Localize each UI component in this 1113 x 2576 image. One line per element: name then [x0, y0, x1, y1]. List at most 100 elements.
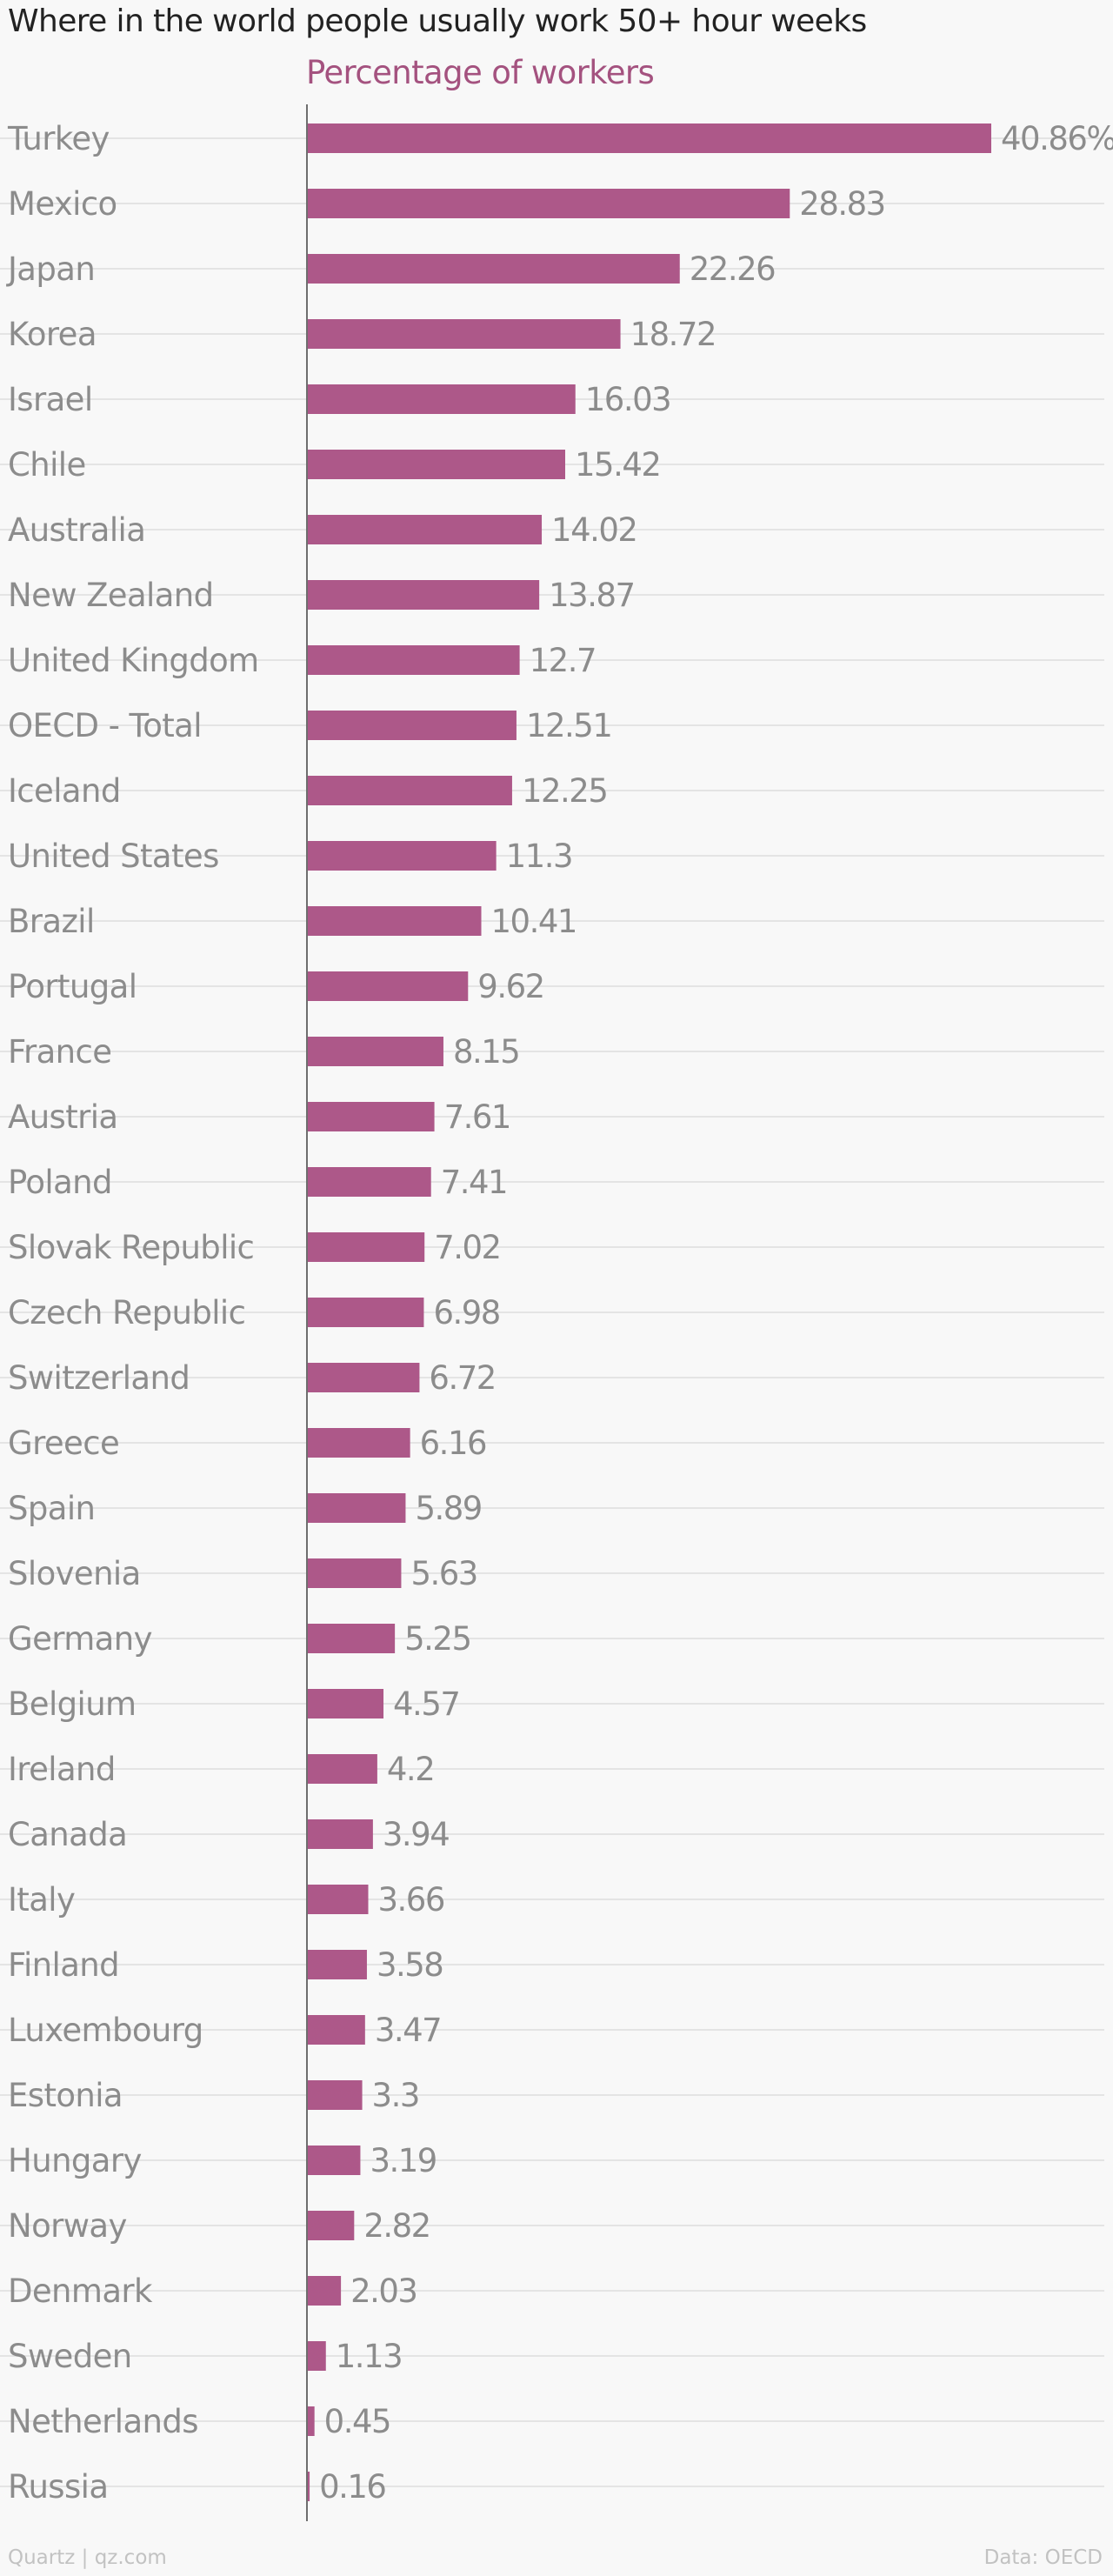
value-label: 11.3	[506, 838, 572, 875]
bar	[307, 580, 540, 610]
bars	[307, 123, 991, 2501]
value-label: 12.51	[526, 707, 611, 744]
value-label: 7.02	[434, 1229, 500, 1266]
value-label: 5.25	[404, 1620, 470, 1658]
category-label: France	[8, 1033, 111, 1071]
value-label: 7.41	[441, 1164, 507, 1201]
value-label: 18.72	[630, 316, 716, 353]
value-label: 12.7	[530, 642, 596, 679]
bar	[307, 711, 517, 740]
category-label: Iceland	[8, 772, 121, 810]
category-label: Norway	[8, 2207, 127, 2245]
bar	[307, 841, 497, 871]
bar	[307, 2341, 326, 2371]
bar	[307, 971, 469, 1001]
value-label: 10.41	[491, 903, 576, 940]
category-label: Sweden	[8, 2338, 132, 2375]
value-label: 0.16	[319, 2468, 385, 2506]
bar	[307, 1167, 431, 1197]
category-label: Belgium	[8, 1685, 137, 1723]
value-label: 6.72	[429, 1359, 495, 1397]
value-label: 1.13	[336, 2338, 402, 2375]
value-label: 4.57	[393, 1685, 459, 1723]
value-label: 15.42	[575, 446, 660, 484]
value-label: 14.02	[551, 511, 636, 549]
category-label: United States	[8, 838, 219, 875]
category-label: Hungary	[8, 2142, 142, 2179]
bar	[307, 2146, 361, 2175]
category-label: Russia	[8, 2468, 108, 2506]
bar	[307, 2211, 355, 2240]
category-label: Estonia	[8, 2077, 123, 2114]
category-label: Poland	[8, 1164, 112, 1201]
category-label: Korea	[8, 316, 97, 353]
value-labels: 40.86% 28.83 22.26 18.72 16.03 15.42 14.02 13.8…	[319, 120, 1113, 2506]
category-label: Japan	[6, 250, 95, 288]
value-label: 3.47	[375, 2012, 441, 2049]
bar	[307, 2472, 310, 2501]
bar	[307, 1754, 377, 1784]
value-label: 3.19	[370, 2142, 436, 2179]
bar	[307, 384, 576, 414]
bar	[307, 189, 790, 218]
value-label: 3.94	[383, 1816, 449, 1853]
bar	[307, 1885, 369, 1914]
bar	[307, 123, 991, 153]
category-label: Portugal	[8, 968, 137, 1005]
bar	[307, 515, 543, 544]
bar	[307, 1624, 396, 1653]
category-label: Turkey	[7, 120, 110, 157]
value-label: 5.63	[410, 1555, 477, 1592]
bar	[307, 1819, 373, 1849]
bar	[307, 776, 512, 805]
category-label: Denmark	[8, 2272, 153, 2310]
value-label: 4.2	[387, 1751, 434, 1788]
bar	[307, 1428, 410, 1458]
footer-source-left: Quartz | qz.com	[8, 2546, 167, 2569]
value-label: 6.16	[420, 1425, 486, 1462]
bar	[307, 2080, 363, 2110]
category-label: Netherlands	[8, 2403, 198, 2440]
bar	[307, 254, 680, 284]
category-label: OECD - Total	[8, 707, 202, 744]
bar	[307, 1037, 443, 1066]
category-label: New Zealand	[8, 577, 214, 614]
value-label: 8.15	[453, 1033, 519, 1071]
bar	[307, 319, 621, 349]
category-label: Italy	[8, 1881, 75, 1919]
category-label: Switzerland	[8, 1359, 190, 1397]
category-label: Brazil	[8, 903, 95, 940]
bar	[307, 2406, 315, 2436]
category-label: Israel	[8, 381, 93, 418]
value-label: 3.3	[372, 2077, 419, 2114]
gridlines	[0, 137, 1104, 2487]
value-label: 28.83	[799, 185, 884, 223]
category-label: Australia	[8, 511, 145, 549]
chart-title: Where in the world people usually work 5…	[8, 3, 867, 39]
category-label: Austria	[8, 1098, 118, 1136]
category-label: Canada	[8, 1816, 127, 1853]
category-labels: Turkey Mexico Japan Korea Israel Chile Austral…	[6, 120, 259, 2506]
bar	[307, 1298, 424, 1327]
category-label: Spain	[8, 1490, 95, 1527]
category-label: Luxembourg	[8, 2012, 203, 2049]
value-label: 16.03	[585, 381, 670, 418]
bar	[307, 1493, 406, 1523]
value-label: 13.87	[549, 577, 634, 614]
value-label: 6.98	[433, 1294, 499, 1331]
category-label: Germany	[8, 1620, 152, 1658]
category-label: Finland	[8, 1946, 119, 1984]
value-label: 7.61	[444, 1098, 510, 1136]
bar	[307, 906, 482, 936]
chart-subtitle: Percentage of workers	[306, 54, 655, 91]
category-label: Czech Republic	[8, 1294, 245, 1331]
value-label: 5.89	[415, 1490, 481, 1527]
bar	[307, 1558, 402, 1588]
category-label: Slovenia	[8, 1555, 141, 1592]
value-label: 0.45	[324, 2403, 390, 2440]
bar	[307, 1689, 384, 1718]
category-label: Ireland	[8, 1751, 116, 1788]
value-label: 3.58	[377, 1946, 443, 1984]
category-label: Chile	[8, 446, 86, 484]
